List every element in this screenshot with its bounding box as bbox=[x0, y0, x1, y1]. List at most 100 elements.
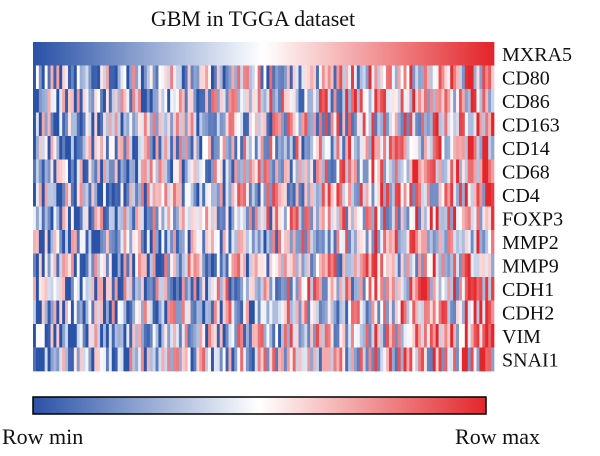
heatmap-cell bbox=[53, 112, 57, 137]
heatmap-cell bbox=[368, 347, 372, 372]
heatmap-cell bbox=[386, 136, 390, 160]
heatmap-cell bbox=[199, 230, 203, 254]
heatmap-cell bbox=[184, 253, 188, 278]
heatmap-cell bbox=[406, 230, 410, 254]
row-label: SNAI1 bbox=[502, 349, 559, 371]
heatmap-cell bbox=[275, 324, 279, 348]
heatmap-cell bbox=[149, 89, 153, 113]
heatmap-cell bbox=[155, 159, 159, 184]
heatmap-cell bbox=[269, 136, 273, 160]
heatmap-cell bbox=[219, 300, 223, 325]
heatmap-cell bbox=[196, 65, 200, 90]
heatmap-cell bbox=[254, 206, 259, 231]
heatmap-cell bbox=[409, 277, 413, 301]
heatmap-cell bbox=[103, 65, 107, 90]
heatmap-cell bbox=[56, 42, 60, 66]
heatmap-cell bbox=[418, 277, 422, 301]
heatmap-cell bbox=[138, 89, 142, 113]
heatmap-cell bbox=[53, 42, 57, 66]
heatmap-cell bbox=[491, 136, 495, 160]
heatmap-cell bbox=[377, 253, 381, 278]
heatmap-cell bbox=[307, 65, 311, 90]
heatmap-cell bbox=[292, 159, 296, 184]
heatmap-cell bbox=[88, 230, 92, 254]
heatmap-cell bbox=[435, 277, 439, 301]
heatmap-cell bbox=[292, 112, 296, 137]
heatmap-cell bbox=[210, 347, 215, 372]
heatmap-cell bbox=[429, 42, 434, 66]
heatmap-cell bbox=[73, 65, 78, 90]
heatmap-cell bbox=[50, 230, 54, 254]
heatmap-cell bbox=[59, 42, 63, 66]
heatmap-cell bbox=[120, 183, 124, 207]
heatmap-cell bbox=[50, 277, 54, 301]
heatmap-cell bbox=[362, 324, 366, 348]
heatmap-cell bbox=[44, 230, 48, 254]
heatmap-cell bbox=[298, 42, 302, 66]
heatmap-cell bbox=[289, 230, 294, 254]
heatmap-cell bbox=[295, 277, 299, 301]
heatmap-cell bbox=[97, 347, 101, 372]
heatmap-cell bbox=[91, 89, 95, 113]
heatmap-cell bbox=[324, 89, 329, 113]
heatmap-cell bbox=[105, 112, 110, 137]
heatmap-cell bbox=[143, 206, 148, 231]
heatmap-cell bbox=[313, 65, 317, 90]
heatmap-cell bbox=[403, 277, 407, 301]
heatmap-cell bbox=[205, 42, 209, 66]
heatmap-cell bbox=[479, 42, 483, 66]
heatmap-cell bbox=[453, 230, 457, 254]
heatmap-cell bbox=[173, 347, 177, 372]
heatmap-cell bbox=[470, 112, 474, 137]
heatmap-cell bbox=[68, 347, 72, 372]
heatmap-cell bbox=[263, 253, 267, 278]
heatmap-cell bbox=[342, 65, 346, 90]
heatmap-cell bbox=[82, 347, 86, 372]
heatmap-cell bbox=[222, 112, 226, 137]
heatmap-cell bbox=[342, 206, 346, 231]
heatmap-cell bbox=[240, 136, 244, 160]
heatmap-cell bbox=[100, 89, 104, 113]
heatmap-cell bbox=[173, 324, 177, 348]
heatmap-cell bbox=[199, 206, 203, 231]
heatmap-cell bbox=[234, 347, 238, 372]
heatmap-cell bbox=[278, 347, 282, 372]
heatmap-cell bbox=[181, 347, 186, 372]
heatmap-cell bbox=[161, 136, 165, 160]
heatmap-cell bbox=[441, 347, 445, 372]
heatmap-cell bbox=[132, 347, 136, 372]
heatmap-cell bbox=[41, 277, 46, 301]
heatmap-cell bbox=[140, 183, 145, 207]
heatmap-cell bbox=[307, 300, 311, 325]
heatmap-cell bbox=[108, 89, 113, 113]
heatmap-cell bbox=[76, 347, 81, 372]
heatmap-cell bbox=[386, 253, 390, 278]
heatmap-cell bbox=[330, 206, 334, 231]
heatmap-cell bbox=[68, 324, 72, 348]
heatmap-cell bbox=[394, 347, 399, 372]
heatmap-cell bbox=[295, 183, 299, 207]
heatmap-cell bbox=[426, 159, 431, 184]
heatmap-cell bbox=[126, 300, 130, 325]
heatmap-cell bbox=[41, 159, 46, 184]
heatmap-cell bbox=[421, 347, 425, 372]
heatmap-cell bbox=[348, 42, 352, 66]
heatmap-cell bbox=[438, 347, 442, 372]
heatmap-cell bbox=[225, 206, 229, 231]
heatmap-cell bbox=[73, 206, 78, 231]
heatmap-cell bbox=[94, 65, 98, 90]
chart-title: GBM in TGGA dataset bbox=[151, 6, 355, 31]
heatmap-cell bbox=[181, 89, 186, 113]
heatmap-cell bbox=[438, 253, 442, 278]
heatmap-cell bbox=[38, 42, 43, 66]
heatmap-cell bbox=[132, 324, 136, 348]
heatmap-cell bbox=[450, 136, 454, 160]
heatmap-cell bbox=[38, 230, 43, 254]
heatmap-cell bbox=[88, 42, 92, 66]
heatmap-cell bbox=[91, 347, 95, 372]
heatmap-cell bbox=[158, 277, 162, 301]
heatmap-cell bbox=[461, 347, 466, 372]
heatmap-cell bbox=[272, 206, 276, 231]
heatmap-cell bbox=[286, 230, 291, 254]
row-labels: MXRA5CD80CD86CD163CD14CD68CD4FOXP3MMP2MM… bbox=[502, 44, 572, 371]
